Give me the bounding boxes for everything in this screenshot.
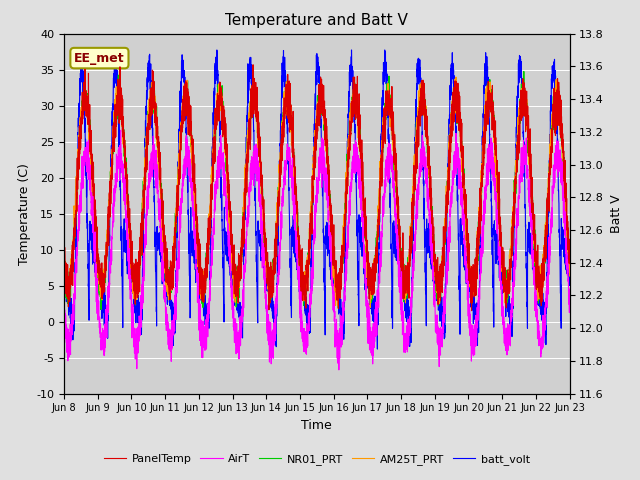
- NR01_PRT: [459, 149, 467, 155]
- batt_volt: [402, 300, 410, 306]
- PanelTemp: [298, 263, 305, 268]
- PanelTemp: [151, 111, 159, 117]
- Title: Temperature and Batt V: Temperature and Batt V: [225, 13, 408, 28]
- batt_volt: [459, 253, 467, 259]
- NR01_PRT: [565, 262, 573, 268]
- NR01_PRT: [151, 111, 159, 117]
- AM25T_PRT: [366, 305, 374, 311]
- batt_volt: [374, 346, 381, 352]
- batt_volt: [566, 283, 573, 288]
- AirT: [60, 292, 68, 298]
- Line: AirT: AirT: [64, 130, 570, 370]
- batt_volt: [79, 47, 86, 53]
- AM25T_PRT: [60, 252, 68, 258]
- AM25T_PRT: [566, 273, 573, 279]
- AM25T_PRT: [151, 93, 159, 99]
- batt_volt: [430, 268, 438, 274]
- NR01_PRT: [402, 280, 410, 286]
- NR01_PRT: [566, 264, 573, 270]
- AirT: [151, 148, 159, 154]
- Line: PanelTemp: PanelTemp: [64, 65, 570, 311]
- AirT: [459, 196, 467, 202]
- AirT: [402, 345, 410, 351]
- AirT: [117, 127, 125, 133]
- PanelTemp: [566, 257, 573, 263]
- PanelTemp: [249, 62, 257, 68]
- Y-axis label: Batt V: Batt V: [610, 194, 623, 233]
- Y-axis label: Temperature (C): Temperature (C): [18, 163, 31, 264]
- PanelTemp: [565, 236, 573, 242]
- AirT: [566, 304, 573, 310]
- X-axis label: Time: Time: [301, 419, 332, 432]
- AM25T_PRT: [459, 167, 467, 172]
- NR01_PRT: [60, 260, 68, 266]
- AirT: [430, 281, 438, 287]
- AM25T_PRT: [298, 283, 305, 289]
- AirT: [565, 301, 573, 307]
- batt_volt: [151, 243, 159, 249]
- Line: AM25T_PRT: AM25T_PRT: [64, 77, 570, 308]
- NR01_PRT: [520, 69, 527, 74]
- NR01_PRT: [97, 306, 105, 312]
- batt_volt: [298, 289, 305, 295]
- PanelTemp: [402, 290, 410, 296]
- AM25T_PRT: [402, 283, 410, 289]
- AirT: [298, 311, 305, 317]
- AM25T_PRT: [430, 263, 438, 268]
- AM25T_PRT: [565, 265, 573, 271]
- Line: NR01_PRT: NR01_PRT: [64, 72, 570, 309]
- Text: EE_met: EE_met: [74, 51, 125, 65]
- PanelTemp: [468, 308, 476, 313]
- AM25T_PRT: [452, 74, 460, 80]
- PanelTemp: [60, 248, 68, 253]
- NR01_PRT: [430, 250, 438, 255]
- batt_volt: [565, 258, 573, 264]
- NR01_PRT: [298, 257, 305, 263]
- PanelTemp: [430, 237, 438, 242]
- AirT: [335, 367, 342, 373]
- Legend: PanelTemp, AirT, NR01_PRT, AM25T_PRT, batt_volt: PanelTemp, AirT, NR01_PRT, AM25T_PRT, ba…: [99, 450, 534, 469]
- batt_volt: [60, 270, 68, 276]
- Line: batt_volt: batt_volt: [64, 50, 570, 349]
- PanelTemp: [459, 151, 467, 157]
